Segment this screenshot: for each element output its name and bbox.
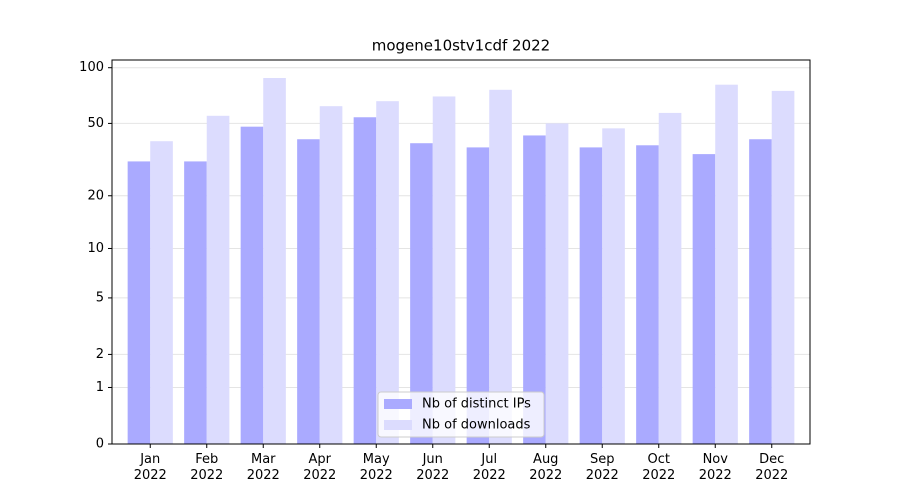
bar xyxy=(749,139,772,444)
bar xyxy=(410,143,433,445)
y-tick-label: 20 xyxy=(87,188,104,203)
bar xyxy=(715,84,738,444)
plot-frame xyxy=(111,59,811,445)
x-tick-label: Aug 2022 xyxy=(529,452,563,483)
x-tick-label: Jun 2022 xyxy=(416,452,450,483)
y-tick-label: 0 xyxy=(96,437,104,452)
bar xyxy=(263,78,286,444)
bar xyxy=(523,135,546,444)
bar xyxy=(376,101,399,444)
y-tick-label: 5 xyxy=(96,290,104,305)
legend-label: Nb of distinct IPs xyxy=(422,397,531,412)
bar xyxy=(184,161,207,444)
x-tick-label: Jul 2022 xyxy=(472,452,506,483)
legend-label: Nb of downloads xyxy=(422,418,531,433)
y-tick-label: 100 xyxy=(79,60,104,75)
x-tick-label: Apr 2022 xyxy=(303,452,337,483)
bar xyxy=(489,89,512,444)
y-tick-label: 1 xyxy=(96,380,104,395)
x-tick-label: Sep 2022 xyxy=(585,452,619,483)
legend: Nb of distinct IPs Nb of downloads xyxy=(377,391,545,438)
x-tick-label: Dec 2022 xyxy=(755,452,789,483)
bar xyxy=(658,112,682,444)
bar xyxy=(297,139,320,444)
bar xyxy=(240,126,264,444)
x-tick-label: Jan 2022 xyxy=(133,452,167,483)
bar xyxy=(466,147,490,444)
legend-box xyxy=(377,391,545,438)
chart-title: mogene10stv1cdf 2022 xyxy=(372,37,550,55)
x-tick-label: May 2022 xyxy=(359,452,393,483)
x-tick-label: Mar 2022 xyxy=(246,452,280,483)
y-tick-label: 50 xyxy=(87,116,104,131)
bar xyxy=(206,115,230,445)
bar xyxy=(319,106,343,445)
x-tick-label: Feb 2022 xyxy=(190,452,224,483)
bar xyxy=(636,145,659,445)
bar xyxy=(771,90,795,445)
x-tick-label: Nov 2022 xyxy=(698,452,732,483)
bar xyxy=(127,161,151,444)
bar xyxy=(432,96,456,444)
bar xyxy=(545,123,569,445)
x-tick-label: Oct 2022 xyxy=(642,452,676,483)
bar xyxy=(692,154,716,444)
bar xyxy=(602,128,625,444)
bar xyxy=(353,117,377,445)
bar xyxy=(150,141,173,445)
y-tick-label: 10 xyxy=(87,241,104,256)
legend-swatch xyxy=(384,399,412,409)
legend-swatch xyxy=(384,420,412,430)
bar xyxy=(579,147,603,444)
y-tick-label: 2 xyxy=(96,347,104,362)
